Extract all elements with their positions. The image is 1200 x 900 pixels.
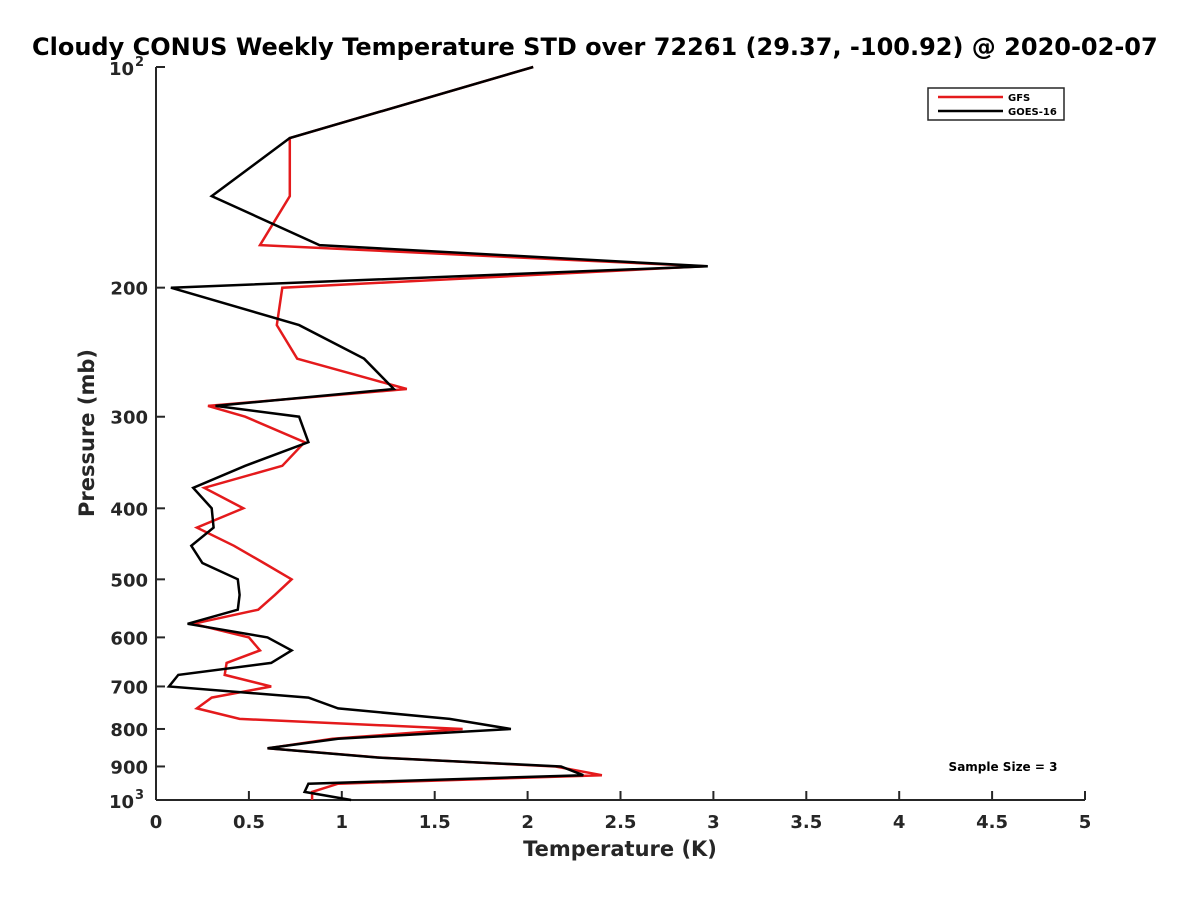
x-tick-label: 3 <box>707 812 720 833</box>
x-axis-label: Temperature (K) <box>523 837 717 861</box>
y-tick-label: 500 <box>110 570 148 591</box>
chart-title: Cloudy CONUS Weekly Temperature STD over… <box>32 33 1158 61</box>
y-tick-label: 400 <box>110 499 148 520</box>
legend-label: GOES-16 <box>1008 107 1057 118</box>
x-tick-label: 5 <box>1079 812 1092 833</box>
x-tick-label: 1 <box>336 812 349 833</box>
x-tick-label: 1.5 <box>419 812 451 833</box>
x-tick-label: 0.5 <box>233 812 265 833</box>
x-tick-label: 4.5 <box>976 812 1008 833</box>
legend-box <box>927 87 1065 121</box>
y-tick-label: 10 <box>109 59 134 80</box>
x-tick-label: 0 <box>150 812 163 833</box>
legend-label: GFS <box>1008 93 1030 104</box>
sample-size-annotation: Sample Size = 3 <box>949 760 1058 774</box>
plot-background <box>156 67 1085 800</box>
y-tick-label: 700 <box>110 677 148 698</box>
y-axis-label: Pressure (mb) <box>75 349 99 517</box>
y-tick-label: 300 <box>110 408 148 429</box>
y-tick-label: 900 <box>110 757 148 778</box>
x-tick-label: 3.5 <box>790 812 822 833</box>
x-tick-label: 2 <box>521 812 534 833</box>
legend: GFS GOES-16 <box>927 87 1065 121</box>
y-tick-label: 200 <box>110 279 148 300</box>
y-tick-label: 10 <box>109 792 134 813</box>
x-tick-label: 2.5 <box>605 812 637 833</box>
y-tick-exponent: 2 <box>135 55 144 70</box>
axes: 0 0.5 1 1.5 2 2.5 3 3.5 4 4.5 510 22003004005006007… <box>109 55 1091 833</box>
series-line-goes-16 <box>166 65 708 802</box>
series-layer <box>166 65 708 802</box>
plot-area <box>156 67 1085 800</box>
y-tick-label: 800 <box>110 720 148 741</box>
y-tick-exponent: 3 <box>135 788 144 803</box>
x-tick-label: 4 <box>893 812 906 833</box>
y-tick-label: 600 <box>110 628 148 649</box>
